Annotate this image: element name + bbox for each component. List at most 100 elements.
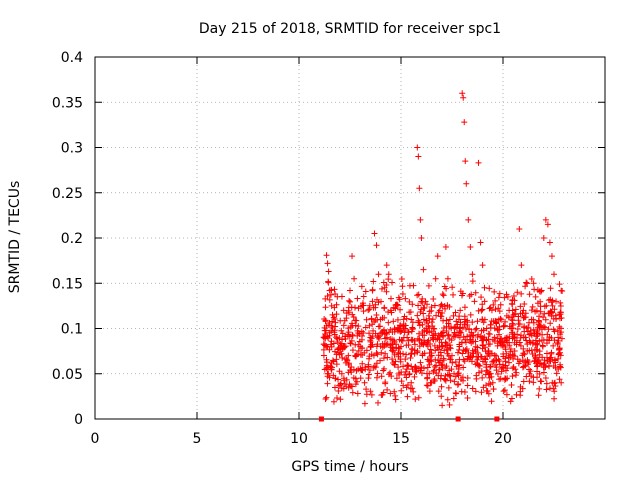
data-point: [399, 291, 406, 298]
data-point: [429, 335, 436, 342]
data-point: [450, 395, 457, 402]
data-point: [509, 365, 516, 372]
data-point: [445, 352, 452, 359]
data-point: [551, 379, 558, 386]
data-point: [331, 329, 338, 336]
data-point: [543, 386, 550, 393]
data-point: [526, 331, 533, 338]
data-point: [354, 327, 361, 334]
x-axis-label: GPS time / hours: [291, 459, 408, 475]
data-point: [487, 304, 494, 311]
data-point: [490, 358, 497, 365]
data-point: [478, 294, 485, 301]
data-point: [333, 311, 340, 318]
chart-title: Day 215 of 2018, SRMTID for receiver spc…: [199, 21, 501, 37]
data-point: [488, 307, 495, 314]
data-point: [451, 324, 458, 331]
data-point: [369, 287, 376, 294]
data-point: [500, 388, 507, 395]
data-point: [322, 295, 329, 302]
data-point: [335, 376, 342, 383]
data-point: [440, 324, 447, 331]
data-point: [546, 356, 553, 363]
data-point: [423, 301, 430, 308]
data-point: [462, 348, 469, 355]
data-point: [523, 325, 530, 332]
data-point: [500, 323, 507, 330]
data-point: [355, 305, 362, 312]
data-point: [502, 375, 509, 382]
x-tick-label: 10: [290, 431, 308, 447]
data-point: [520, 378, 527, 385]
data-point: [373, 360, 380, 367]
data-point: [547, 285, 554, 292]
data-point: [381, 365, 388, 372]
data-point: [510, 363, 517, 370]
data-point: [477, 333, 484, 340]
data-point: [557, 303, 564, 310]
data-point: [432, 356, 439, 363]
data-point: [416, 185, 423, 192]
data-point: [487, 324, 494, 331]
data-point: [435, 352, 442, 359]
data-point: [362, 288, 369, 295]
data-point: [353, 317, 360, 324]
data-point: [427, 346, 434, 353]
data-point: [527, 327, 534, 334]
data-point: [452, 373, 459, 380]
data-point: [381, 304, 388, 311]
data-point: [321, 334, 328, 341]
data-point: [532, 354, 539, 361]
data-point: [536, 385, 543, 392]
data-point: [494, 327, 501, 334]
data-point: [427, 357, 434, 364]
data-point: [442, 342, 449, 349]
data-point: [375, 399, 382, 406]
data-point: [488, 398, 495, 405]
data-point: [528, 275, 535, 282]
data-point: [337, 396, 344, 403]
data-point: [469, 271, 476, 278]
data-point: [479, 301, 486, 308]
data-point: [439, 309, 446, 316]
data-point: [558, 379, 565, 386]
data-point: [516, 225, 523, 232]
data-point: [513, 337, 520, 344]
data-point: [431, 376, 438, 383]
data-point: [322, 317, 329, 324]
data-point: [492, 297, 499, 304]
data-point: [347, 287, 353, 294]
data-point: [529, 303, 536, 310]
data-point: [363, 386, 370, 393]
data-point: [378, 298, 385, 305]
data-point: [541, 324, 548, 331]
data-point: [503, 312, 510, 319]
data-point: [455, 362, 462, 369]
data-point: [397, 306, 404, 313]
data-point: [452, 309, 459, 316]
data-point: [365, 307, 372, 314]
data-point: [349, 389, 356, 396]
zero-marker: [318, 416, 324, 422]
data-point: [516, 321, 523, 328]
data-point: [418, 235, 425, 241]
data-point: [442, 377, 449, 384]
data-point: [410, 388, 417, 395]
data-point: [374, 316, 381, 323]
data-point: [470, 332, 477, 339]
data-point: [518, 290, 525, 297]
data-point: [336, 351, 343, 358]
y-tick-label: 0.4: [61, 50, 83, 66]
data-point: [360, 308, 367, 315]
data-points: [318, 90, 566, 422]
data-point: [531, 357, 538, 364]
data-point: [441, 303, 448, 310]
data-point: [518, 262, 525, 269]
data-point: [506, 323, 513, 330]
data-point: [548, 313, 555, 320]
data-point: [337, 317, 344, 324]
data-point: [544, 221, 551, 228]
data-point: [414, 348, 421, 355]
data-point: [532, 308, 539, 315]
data-point: [445, 320, 452, 327]
